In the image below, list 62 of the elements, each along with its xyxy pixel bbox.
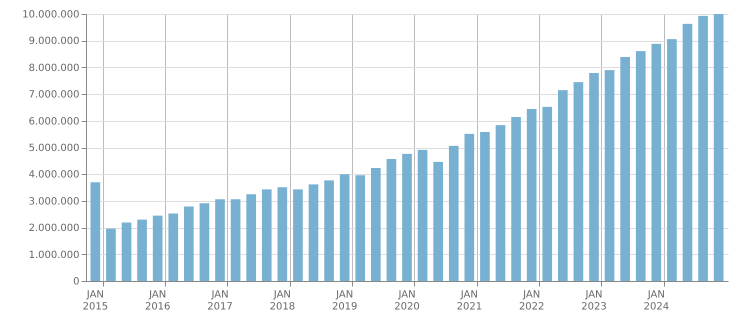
x-tick-label: JAN 2021 (456, 290, 482, 312)
bar (293, 189, 303, 281)
bar (152, 216, 163, 281)
bar (526, 109, 536, 281)
bar (402, 154, 412, 281)
bar (308, 184, 318, 281)
x-tick-label: JAN 2017 (207, 290, 233, 312)
bar (636, 51, 646, 281)
bar (620, 56, 630, 281)
bar (106, 228, 116, 281)
x-tick-label: JAN 2018 (270, 290, 296, 312)
bar (122, 222, 132, 281)
bar (604, 70, 614, 281)
bar (278, 187, 288, 281)
bar (184, 206, 194, 281)
bar (714, 14, 724, 281)
x-tick-label: JAN 2020 (394, 290, 420, 312)
bar (448, 146, 459, 281)
bar (168, 213, 178, 281)
y-tick-label: 5.000.000 (28, 143, 80, 154)
bar (340, 174, 350, 281)
x-tick-label: JAN 2024 (644, 290, 670, 312)
bar (496, 125, 506, 281)
bar (215, 199, 225, 281)
bar (246, 194, 256, 281)
y-tick-label: 1.000.000 (28, 250, 80, 261)
y-tick-label: 3.000.000 (28, 196, 80, 208)
x-tick-label: JAN 2019 (332, 290, 358, 312)
bar (90, 182, 100, 281)
bar (371, 168, 381, 281)
bar (386, 158, 396, 281)
bar (355, 175, 366, 281)
bar (558, 90, 568, 281)
y-tick-label: 4.000.000 (28, 170, 80, 181)
bar (589, 73, 599, 281)
y-tick-label: 2.000.000 (28, 223, 80, 234)
x-tick-label: JAN 2023 (581, 290, 607, 312)
bar (137, 220, 147, 281)
bar (324, 180, 334, 281)
bar (433, 162, 443, 281)
bar (200, 203, 210, 281)
bar (682, 24, 692, 281)
y-tick-label: 8.000.000 (28, 62, 80, 74)
bar (651, 44, 662, 281)
x-tick-label: JAN 2016 (144, 290, 170, 312)
x-tick-label: JAN 2015 (82, 290, 108, 312)
bar (667, 39, 677, 281)
y-tick-label: 0 (73, 276, 80, 288)
x-tick-label: JAN 2022 (518, 290, 544, 312)
bar (511, 117, 521, 281)
bar (230, 199, 240, 281)
y-tick-label: 7.000.000 (28, 90, 80, 101)
bar (480, 132, 490, 281)
bar (464, 134, 474, 281)
bar (418, 150, 428, 281)
bar (262, 189, 272, 281)
bar (574, 82, 584, 281)
bar (542, 106, 552, 281)
y-tick-label: 10.000.000 (22, 10, 80, 20)
y-tick-label: 6.000.000 (28, 116, 80, 128)
bar (698, 16, 708, 281)
y-tick-label: 9.000.000 (28, 36, 80, 48)
